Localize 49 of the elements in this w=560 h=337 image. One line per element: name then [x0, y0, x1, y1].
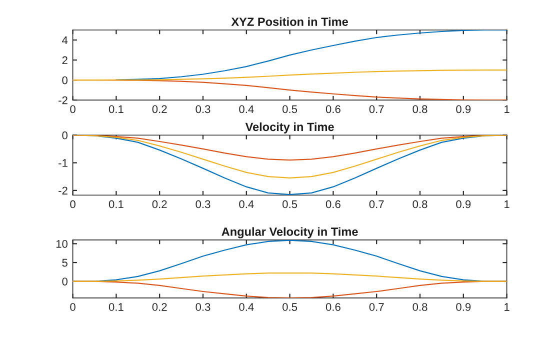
y-tick-label: -2 [58, 96, 68, 104]
x-tick-label: 0.8 [412, 200, 428, 208]
x-tick-label: 0 [70, 303, 76, 311]
x-tick-label: 0.7 [369, 200, 384, 208]
x-tick-label: 0.9 [456, 303, 471, 311]
y-tick-label: -1 [58, 159, 68, 167]
y-tick-label: 5 [62, 258, 68, 267]
y-tick-label: 0 [62, 76, 68, 84]
x-tick-label: 0.8 [412, 105, 428, 114]
y-tick-label: 0 [62, 131, 68, 140]
x-tick-label: 0.3 [196, 200, 210, 208]
x-tick-label: 0.4 [239, 303, 254, 311]
x-tick-label: 0.2 [152, 105, 167, 114]
x-tick-label: 0.6 [326, 200, 340, 208]
x-tick-label: 0.2 [152, 200, 167, 208]
chart-title: XYZ Position in Time [231, 17, 348, 26]
y-tick-label: -2 [58, 186, 68, 194]
x-tick-label: 0 [70, 200, 76, 208]
line-series [72, 272, 507, 282]
chart-title: Angular Velocity in Time [222, 227, 358, 238]
x-tick-label: 0.3 [196, 303, 210, 311]
x-tick-label: 0.2 [152, 303, 167, 311]
y-tick-label: 0 [62, 278, 68, 286]
x-tick-label: 1 [504, 303, 510, 311]
x-tick-label: 0.4 [239, 200, 254, 208]
x-tick-label: 0.9 [456, 105, 471, 114]
line-series [72, 69, 507, 81]
x-tick-label: 0.1 [108, 303, 124, 311]
y-tick-label: 4 [62, 36, 68, 44]
x-tick-label: 0.7 [369, 105, 384, 114]
chart-title: Velocity in Time [245, 122, 334, 134]
x-tick-label: 0.5 [282, 303, 298, 311]
x-tick-label: 0.1 [108, 200, 124, 208]
x-tick-label: 0.3 [196, 105, 210, 114]
x-tick-label: 0.6 [326, 105, 340, 114]
x-tick-label: 0.1 [108, 105, 124, 114]
line-series [116, 30, 507, 80]
x-tick-label: 0.6 [326, 303, 340, 311]
x-tick-label: 0.4 [239, 105, 254, 114]
x-tick-label: 0 [70, 105, 76, 114]
x-tick-label: 1 [504, 200, 510, 208]
x-tick-label: 0.7 [369, 303, 384, 311]
y-tick-label: 2 [62, 56, 68, 64]
x-tick-label: 0.9 [456, 200, 471, 208]
x-tick-label: 0.5 [282, 105, 298, 114]
x-tick-label: 0.5 [282, 200, 298, 208]
y-tick-label: 10 [56, 240, 68, 248]
x-tick-label: 1 [504, 105, 510, 113]
x-tick-label: 0.8 [412, 303, 428, 311]
